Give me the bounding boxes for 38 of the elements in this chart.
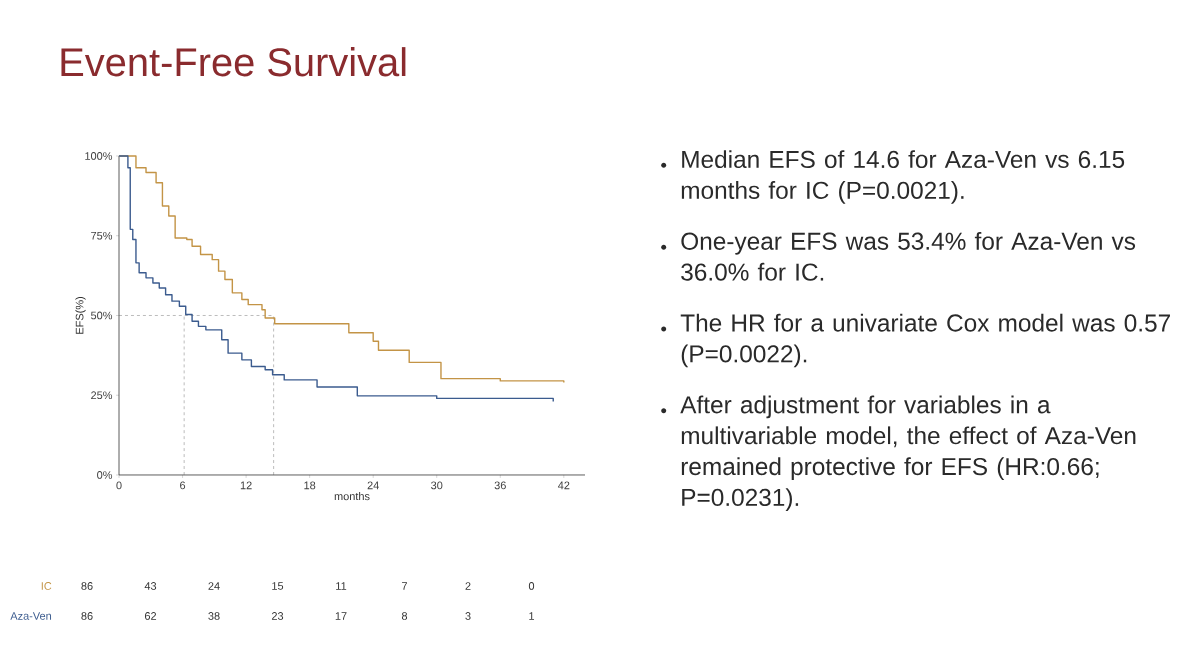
- y-tick-label: 25%: [91, 391, 113, 400]
- text: 3: [465, 612, 471, 620]
- x-tick-label: 0: [116, 481, 122, 490]
- text: 11: [336, 582, 347, 590]
- text: Aza-Ven: [10, 612, 52, 620]
- text: 62: [144, 612, 157, 620]
- text: 8: [401, 612, 408, 620]
- x-tick-label: 42: [557, 481, 570, 490]
- x-axis-title: months: [334, 492, 370, 501]
- text: 1: [529, 612, 535, 620]
- text: After adjustment for variables in a multivariable model, the effect of Aza-Ven remained protective for EFS (HR:0.66; P=0.0231).: [680, 395, 1136, 511]
- text: Median EFS of 14.6 for Aza-Ven vs 6.15 months for IC (P=0.0021).: [681, 150, 1125, 204]
- y-tick-label: 0%: [97, 471, 113, 479]
- y-tick-label: 50%: [90, 311, 113, 320]
- text: 7: [402, 582, 408, 590]
- x-tick-label: 6: [180, 481, 186, 490]
- x-tick-label: 24: [367, 481, 379, 490]
- x-tick-label: 36: [494, 481, 506, 490]
- text: 43: [144, 582, 157, 590]
- text: One-year EFS was 53.4% for Aza-Ven vs 36.0% for IC.: [681, 231, 1136, 281]
- x-tick-label: 18: [304, 481, 316, 490]
- y-tick-label: 100%: [85, 152, 113, 160]
- y-tick-label: 75%: [91, 231, 113, 240]
- text: 86: [81, 612, 93, 620]
- x-tick-label: 12: [240, 481, 252, 490]
- text: 86: [81, 582, 93, 590]
- text: 24: [208, 582, 220, 590]
- y-axis-title: EFS(%): [75, 296, 86, 334]
- text: 15: [272, 582, 284, 590]
- text: 23: [271, 612, 284, 620]
- text: 17: [335, 612, 347, 620]
- text: IC: [41, 582, 52, 590]
- chart-title: Event-Free Survival: [61, 47, 406, 77]
- text: The HR for a univariate Cox model was 0.57 (P=0.0022).: [680, 313, 1170, 368]
- text: 2: [465, 582, 471, 590]
- x-tick-label: 30: [431, 481, 443, 490]
- text: 0: [528, 582, 535, 590]
- text: 38: [208, 612, 220, 620]
